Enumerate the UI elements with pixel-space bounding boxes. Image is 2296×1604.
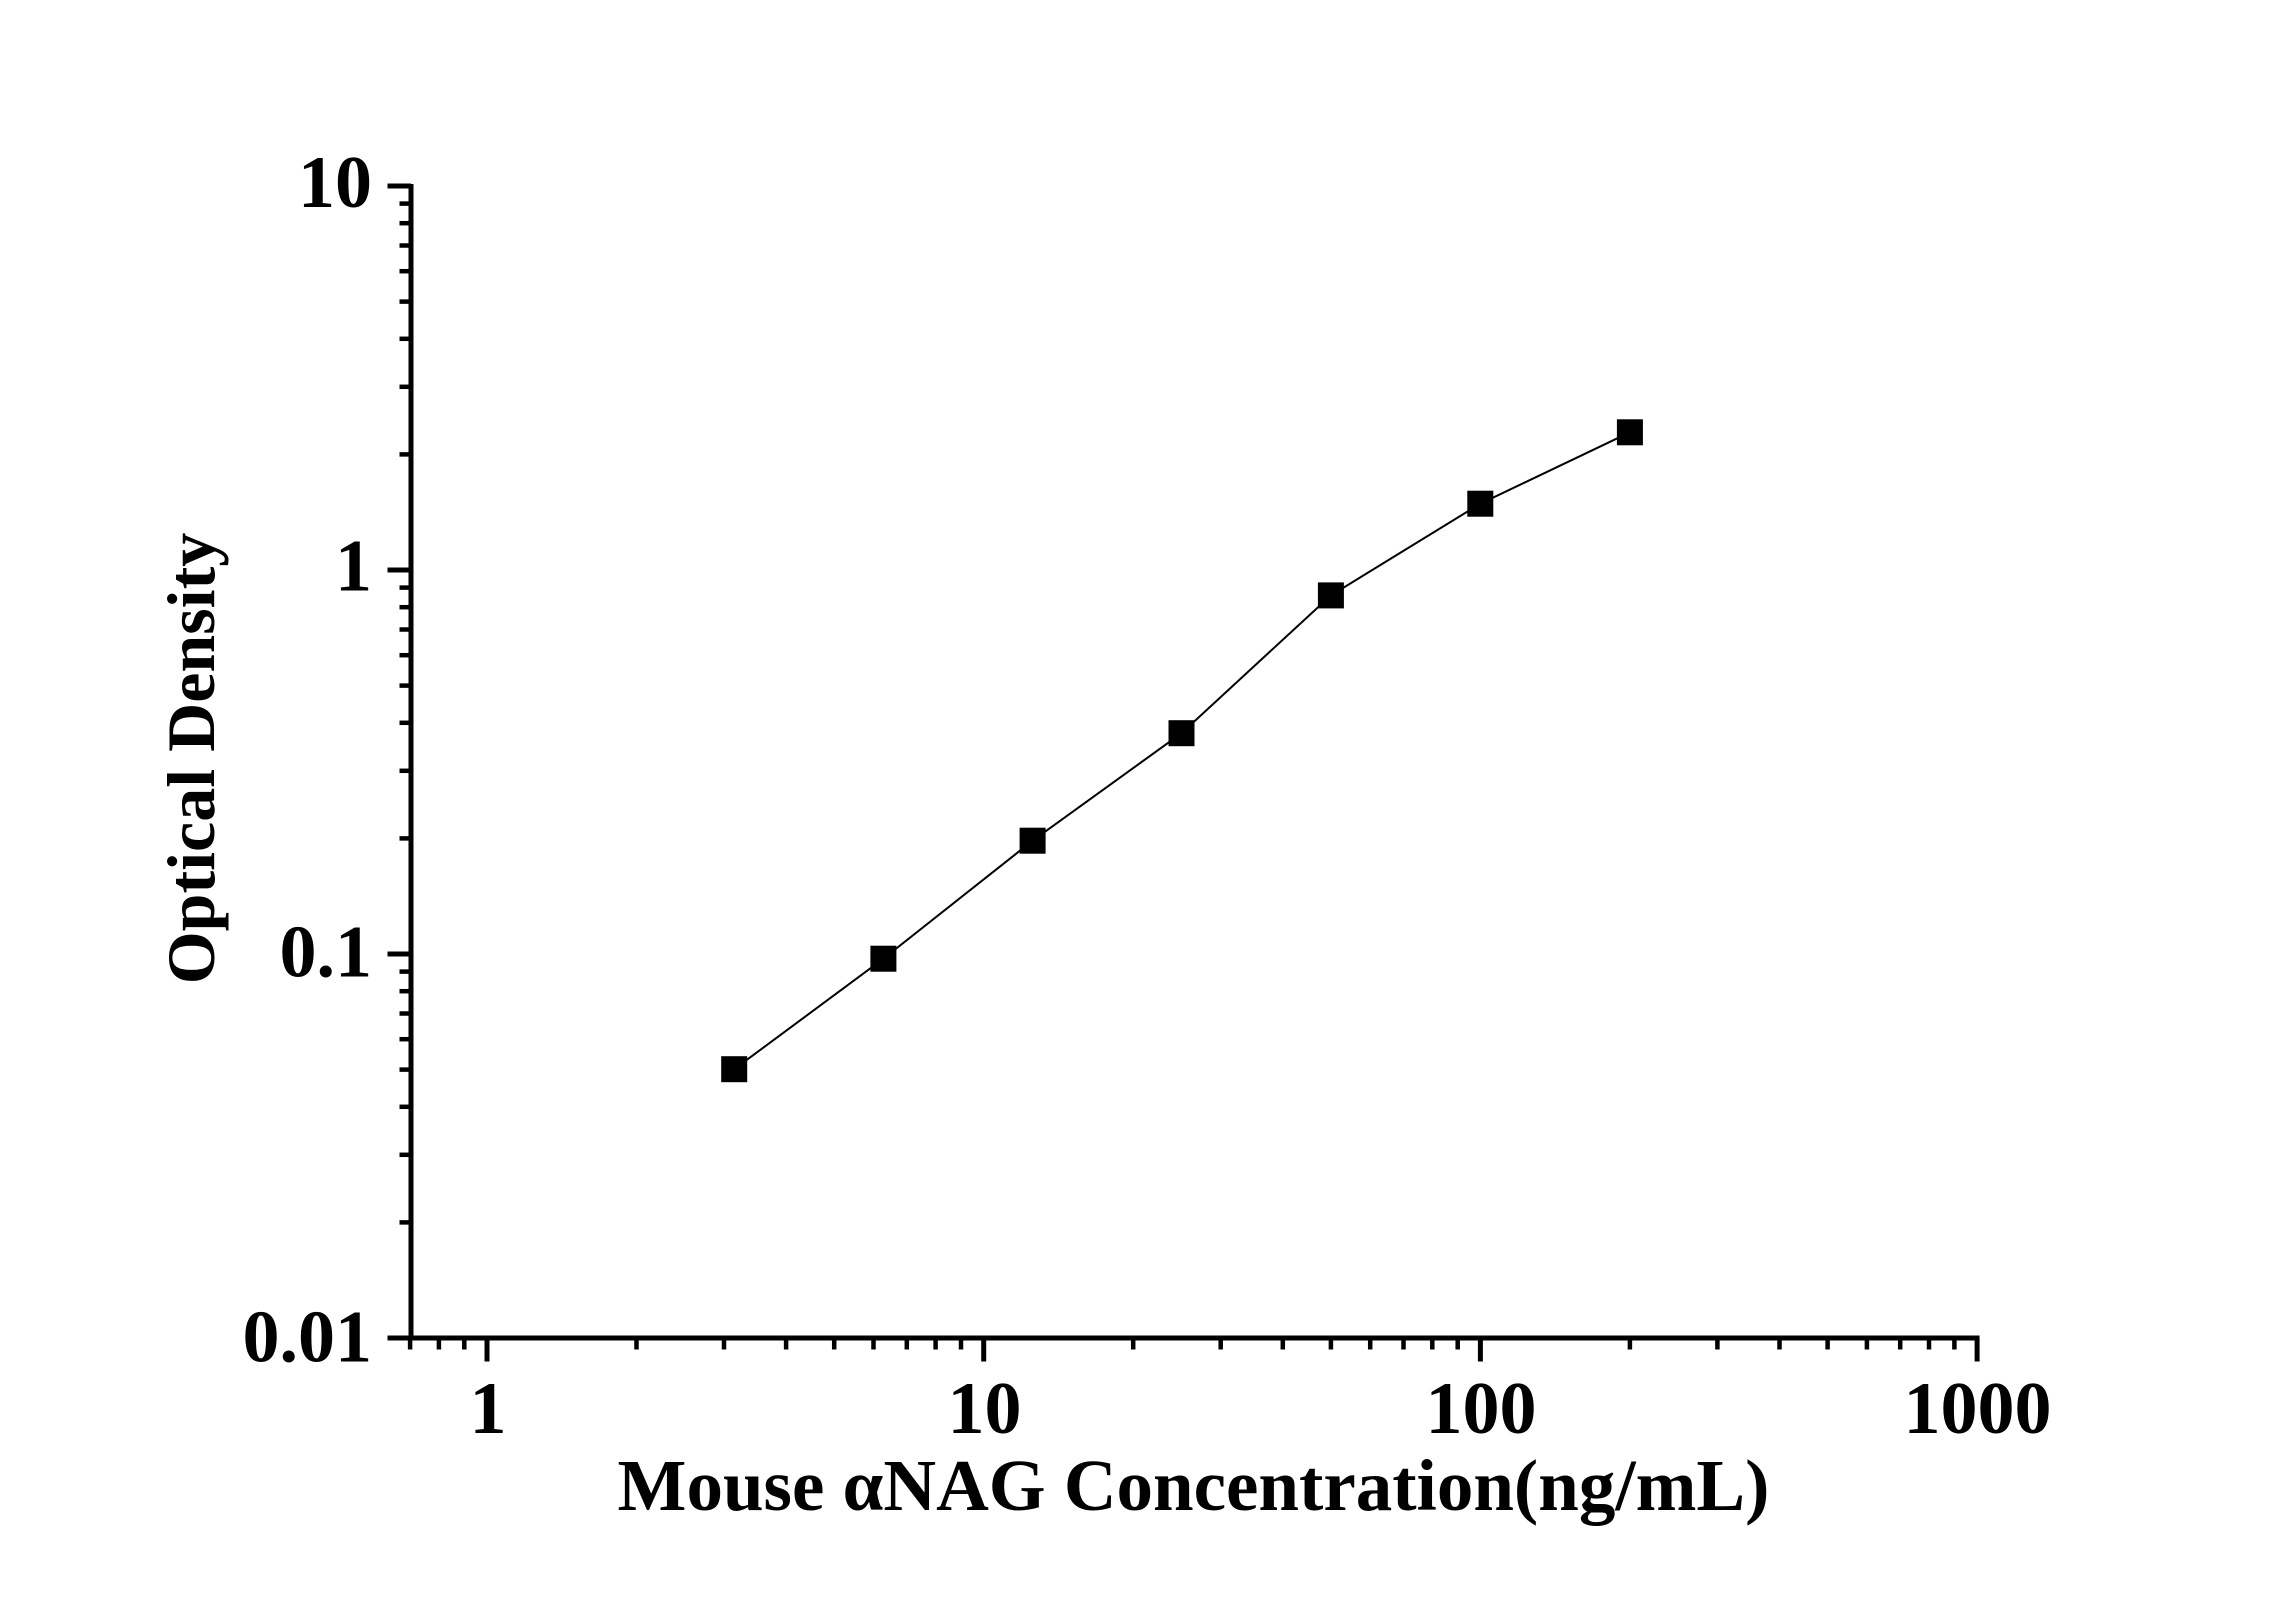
svg-text:100: 100 (1426, 1368, 1537, 1450)
svg-text:10: 10 (298, 142, 372, 224)
svg-text:1000: 1000 (1904, 1368, 2052, 1450)
svg-text:Mouse αNAG Concentration(ng/mL: Mouse αNAG Concentration(ng/mL) (618, 1445, 1770, 1526)
svg-text:0.01: 0.01 (243, 1297, 373, 1379)
svg-text:Optical Density: Optical Density (153, 533, 229, 984)
svg-text:0.1: 0.1 (280, 912, 373, 994)
svg-text:1: 1 (335, 526, 372, 608)
svg-text:1: 1 (470, 1368, 507, 1450)
svg-text:10: 10 (948, 1368, 1022, 1450)
